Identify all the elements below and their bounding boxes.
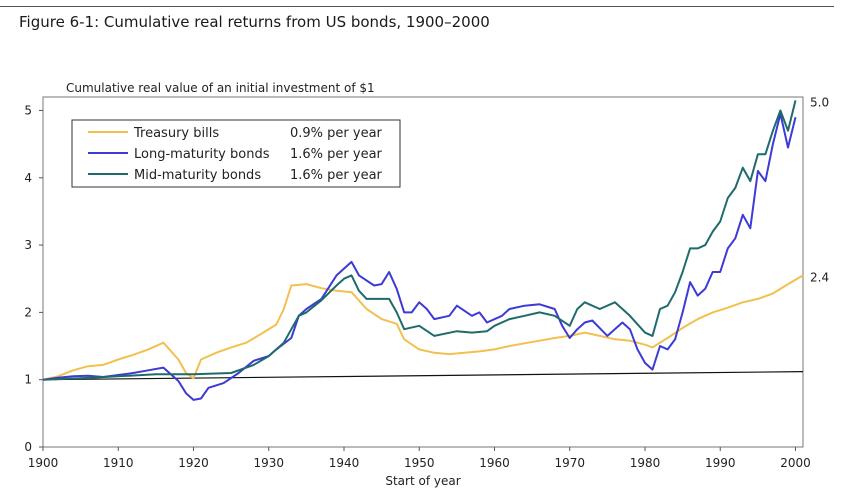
treasury-bills-end-label: 2.4 (810, 270, 829, 284)
x-tick-label: 1970 (554, 456, 585, 470)
axes: 0 1 2 3 4 5 1900 1910 1920 1930 1940 1950 1960 1970 19… (24, 96, 811, 470)
x-tick-label: 1980 (630, 456, 661, 470)
plot-frame (42, 96, 804, 448)
y-tick-label: 3 (24, 238, 32, 252)
x-tick-label: 1960 (479, 456, 510, 470)
x-tick-label: 1910 (103, 456, 134, 470)
x-tick-label: 1930 (253, 456, 284, 470)
legend-rate: 0.9% per year (290, 126, 383, 141)
legend-rate: 1.6% per year (290, 168, 383, 183)
reference-line (42, 371, 804, 381)
legend-rate: 1.6% per year (290, 147, 383, 162)
y-tick-label: 4 (24, 171, 32, 185)
x-tick-label: 1920 (178, 456, 209, 470)
x-tick-label: 1990 (705, 456, 736, 470)
series-layer: 2.4 5.0 (42, 95, 829, 401)
y-tick-label: 0 (24, 440, 32, 454)
x-tick-label: 1900 (28, 456, 59, 470)
mid-maturity-bonds-line (42, 100, 797, 381)
x-axis-label: Start of year (385, 474, 460, 488)
long-maturity-bonds-line (42, 112, 797, 401)
y-tick-label: 5 (24, 103, 32, 117)
treasury-bills-line (42, 274, 804, 381)
legend-series-name: Long-maturity bonds (134, 147, 270, 162)
y-tick-label: 2 (24, 305, 32, 319)
x-tick-label: 2000 (780, 456, 811, 470)
legend-series-name: Mid-maturity bonds (134, 168, 261, 183)
figure-title: Figure 6-1: Cumulative real returns from… (19, 13, 490, 31)
x-tick-label: 1940 (329, 456, 360, 470)
mid-maturity-bonds-end-label: 5.0 (810, 95, 829, 109)
y-tick-label: 1 (24, 373, 32, 387)
x-tick-label: 1950 (404, 456, 435, 470)
top-rule (0, 6, 834, 7)
legend-series-name: Treasury bills (133, 126, 219, 141)
chart-title: Cumulative real value of an initial inve… (66, 81, 375, 95)
legend: Treasury bills 0.9% per year Long-maturity… (71, 119, 401, 188)
